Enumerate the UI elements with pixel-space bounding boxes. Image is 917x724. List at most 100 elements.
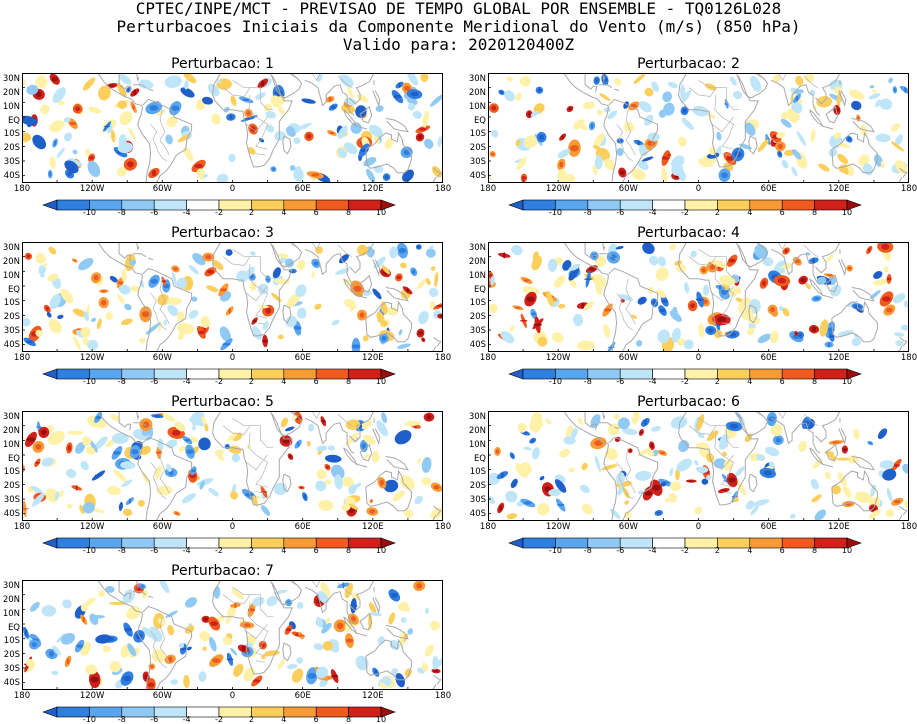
anomaly-blob	[593, 145, 602, 151]
anomaly-core	[35, 461, 40, 464]
anomaly-core	[645, 245, 652, 251]
map-frame	[22, 242, 443, 352]
colorbar-label: 4	[281, 208, 287, 217]
longitude-label: 180	[13, 353, 31, 363]
anomaly-blob	[875, 99, 882, 108]
anomaly-blob	[277, 106, 285, 115]
colorbar-container	[42, 703, 396, 722]
latitude-label: 10N	[468, 270, 486, 281]
anomaly-blob	[167, 297, 182, 305]
anomaly-core	[853, 103, 859, 108]
colorbar-label: 6	[313, 715, 319, 724]
wind-map	[22, 242, 443, 352]
anomaly-blob	[855, 491, 872, 504]
latitude-label: 30N	[468, 243, 486, 253]
coastlines	[86, 73, 442, 183]
coastline	[118, 580, 132, 600]
longitude-label: 180	[434, 353, 452, 363]
coastline	[770, 417, 821, 454]
wind-field-svg	[488, 73, 909, 183]
anomaly-blob	[837, 153, 849, 165]
anomaly-core	[720, 489, 727, 492]
anomaly-blob	[207, 83, 220, 97]
anomaly-blob	[667, 81, 678, 89]
anomaly-blob	[30, 485, 44, 494]
perturbation-panel: Perturbacao: 1 30N 20N 10N EQ 10S 20S 30S 40S 180…	[0, 57, 451, 218]
anomaly-blob	[516, 157, 527, 171]
anomaly-blob	[603, 107, 611, 113]
anomaly-blob	[577, 417, 584, 426]
anomaly-blob	[85, 664, 98, 675]
anomaly-blob	[579, 124, 589, 131]
latitude-label: EQ	[7, 115, 20, 126]
anomaly-blob	[286, 292, 301, 308]
anomaly-blob	[752, 499, 770, 507]
coastline	[896, 176, 903, 183]
anomaly-core	[729, 423, 739, 429]
colorbar-label: -6	[616, 377, 625, 386]
anomaly-blob	[833, 132, 842, 140]
anomaly-core	[556, 484, 565, 488]
anomaly-core	[226, 445, 229, 448]
border-line	[616, 124, 625, 150]
anomaly-core	[370, 500, 373, 502]
border-line	[622, 149, 634, 162]
anomaly-blob	[396, 343, 411, 349]
wind-map	[22, 580, 443, 690]
anomaly-blob	[737, 480, 747, 496]
anomaly-blob	[517, 422, 527, 433]
colorbar-label: 4	[281, 715, 287, 724]
colorbar-label: 2	[714, 377, 720, 386]
colorbar-swatch	[218, 199, 252, 211]
anomaly-blob	[190, 411, 205, 424]
anomaly-core	[22, 508, 29, 510]
coastline	[212, 411, 293, 506]
anomaly-blob	[176, 277, 187, 289]
anomaly-blob	[531, 447, 540, 460]
latitude-label: EQ	[473, 284, 486, 295]
anomaly-blob	[853, 428, 860, 440]
anomaly-blob	[657, 256, 666, 267]
coastlines	[552, 411, 908, 521]
latitude-label: 40S	[469, 171, 486, 182]
anomaly-blob	[249, 281, 257, 291]
anomaly-core	[149, 105, 159, 111]
coastline	[282, 642, 292, 662]
anomaly-blob	[875, 133, 891, 143]
border-line	[246, 285, 268, 302]
anomaly-blob	[364, 454, 370, 459]
border-line	[255, 322, 266, 325]
latitude-label: EQ	[473, 115, 486, 126]
anomaly-blob	[30, 601, 40, 612]
coastline	[212, 73, 293, 168]
anomaly-blob	[903, 300, 909, 308]
anomaly-blob	[214, 449, 224, 457]
coastline	[737, 242, 769, 268]
coastline	[831, 131, 878, 174]
border-line	[698, 80, 722, 89]
anomaly-blob	[828, 148, 838, 157]
colorbar-label: -8	[583, 377, 592, 386]
anomaly-blob	[344, 496, 356, 507]
anomaly-blob	[536, 411, 544, 427]
colorbar-swatch	[218, 537, 252, 549]
anomaly-blob	[296, 657, 304, 664]
coastline	[770, 79, 821, 116]
coastline	[430, 345, 437, 352]
anomaly-blob	[40, 104, 50, 115]
anomaly-blob	[669, 467, 674, 477]
border-line	[777, 242, 787, 251]
border-line	[150, 124, 159, 150]
anomaly-blob	[157, 618, 166, 626]
anomaly-blob	[68, 158, 83, 167]
anomaly-blob	[285, 315, 297, 328]
anomaly-blob	[73, 336, 81, 351]
anomaly-blob	[613, 413, 620, 420]
latitude-label: 20S	[469, 143, 486, 154]
colorbar-label: 2	[248, 377, 254, 386]
latitude-label: 10N	[2, 270, 20, 281]
anomaly-blob	[890, 141, 905, 152]
anomaly-blob	[605, 448, 618, 461]
anomaly-core	[418, 127, 427, 131]
colorbar-swatch	[251, 706, 285, 718]
